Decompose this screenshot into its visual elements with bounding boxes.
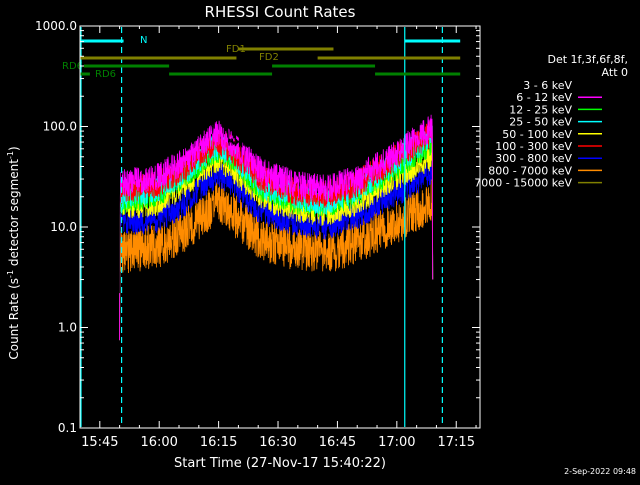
- legend-entry-label: 3 - 6 keV: [523, 79, 572, 92]
- legend-entry-label: 100 - 300 keV: [495, 140, 572, 153]
- flag-label-fd2: FD2: [259, 52, 279, 63]
- svg-text:Count Rate (s-1 detector segme: Count Rate (s-1 detector segment-1): [6, 146, 21, 359]
- legend-header-line1: Det 1f,3f,6f,8f,: [547, 53, 628, 66]
- flag-label-rd6-left: RD6: [62, 61, 83, 72]
- x-tick-label: 17:00: [378, 435, 415, 450]
- x-tick-label: 16:15: [200, 435, 237, 450]
- x-tick-label: 16:00: [140, 435, 177, 450]
- legend-entry-label: 12 - 25 keV: [509, 103, 572, 116]
- legend-entry-label: 300 - 800 keV: [495, 152, 572, 165]
- x-tick-label: 15:45: [81, 435, 118, 450]
- x-tick-label: 17:15: [438, 435, 475, 450]
- series-line: [119, 179, 434, 328]
- y-tick-label: 1000.0: [35, 19, 77, 33]
- x-axis-label: Start Time (27-Nov-17 15:40:22): [174, 456, 386, 471]
- series-line: [119, 77, 434, 294]
- legend-entry-label: 7000 - 15000 keV: [474, 177, 572, 190]
- legend-header-line2: Att 0: [602, 66, 628, 79]
- y-tick-label: 10.0: [50, 220, 77, 234]
- axes: 15:45 16:00 16:15 16:30 16:45 17:00 17:15 0.1 1.…: [35, 19, 481, 450]
- legend-entry-label: 25 - 50 keV: [509, 116, 572, 129]
- series-line: [119, 114, 434, 341]
- y-tick-label: 0.1: [58, 421, 77, 435]
- legend-entry-label: 6 - 12 keV: [516, 91, 572, 104]
- y-tick-label: 1.0: [58, 321, 77, 335]
- y-tick-label: 100.0: [43, 120, 77, 134]
- x-tick-label: 16:45: [319, 435, 356, 450]
- legend-entry-label: 800 - 7000 keV: [488, 164, 572, 177]
- series-line: [119, 158, 434, 341]
- footer-timestamp: 2-Sep-2022 09:48: [564, 467, 636, 476]
- flag-label-fd1: FD1: [226, 44, 246, 55]
- x-tick-label: 16:30: [259, 435, 296, 450]
- plot-area: [119, 77, 434, 341]
- series-line: [119, 142, 434, 341]
- chart-title: RHESSI Count Rates: [205, 3, 356, 21]
- flag-label-rd6: RD6: [95, 69, 116, 80]
- annotations: N FD1 FD2 RD6 RD6: [62, 27, 461, 427]
- flag-label-n: N: [140, 35, 147, 46]
- y-axis-label: Count Rate (s-1 detector segment-1): [6, 146, 21, 359]
- legend-entry-label: 50 - 100 keV: [502, 128, 572, 141]
